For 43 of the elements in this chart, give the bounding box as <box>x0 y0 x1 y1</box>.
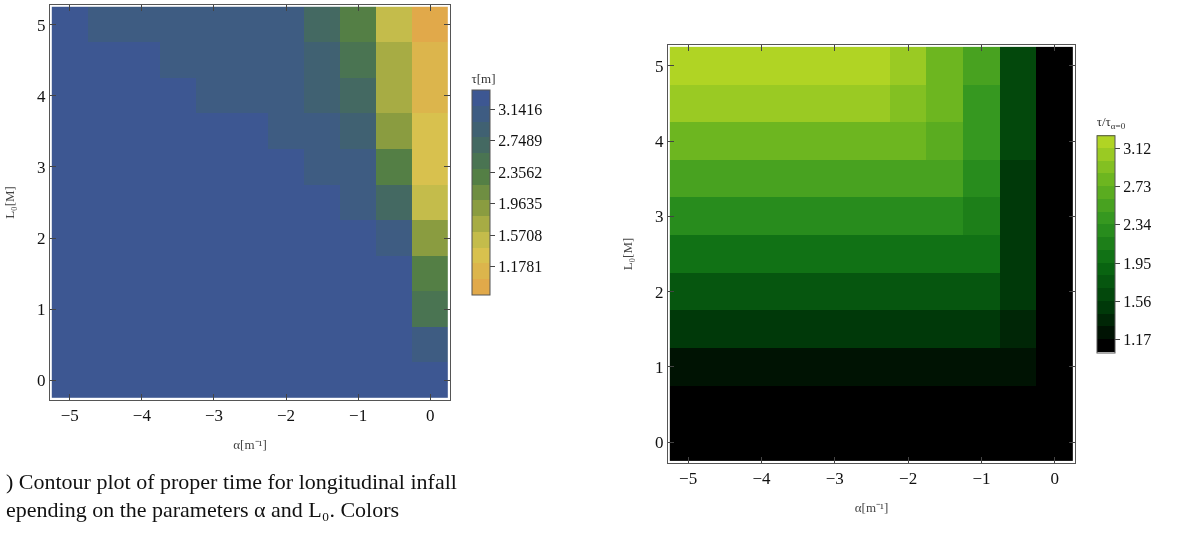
color-bar-title: τ[m] <box>471 70 496 86</box>
color-bar-label: 3.12 <box>1123 139 1152 157</box>
y-tick-label: 0 <box>655 433 664 453</box>
y-tick-label: 5 <box>37 15 46 35</box>
color-bar-label: 1.56 <box>1123 293 1152 311</box>
color-bar-label: 3.1416 <box>498 100 543 118</box>
color-bar-label: 1.5708 <box>498 226 543 244</box>
y-tick-label: 2 <box>655 282 664 302</box>
x-tick-label: −5 <box>679 469 698 489</box>
y-tick-label: 5 <box>655 56 664 76</box>
y-axis-title: L₀[M] <box>620 237 635 271</box>
x-axis-title: α[m⁻¹] <box>854 500 889 515</box>
color-bar-label: 2.3562 <box>498 163 543 181</box>
color-bar-label: 2.73 <box>1123 178 1152 196</box>
color-bar-title: τ/τ$_{α=0}$ <box>1096 113 1126 131</box>
x-tick-label: 0 <box>425 406 435 426</box>
y-tick-label: 2 <box>37 229 46 249</box>
x-tick-label: −2 <box>276 406 296 426</box>
y-axis-title: L₀[M] <box>2 186 17 219</box>
x-tick-label: 0 <box>1050 469 1060 489</box>
color-bar-label: 2.34 <box>1123 216 1152 234</box>
x-tick-label: −5 <box>60 406 79 426</box>
color-bar-label: 1.1781 <box>498 258 543 276</box>
x-axis-title: α[m⁻¹] <box>233 437 267 452</box>
x-tick-label: −2 <box>899 469 918 489</box>
x-tick-label: −3 <box>204 406 224 426</box>
y-tick-label: 4 <box>37 86 47 106</box>
x-tick-label: −4 <box>752 469 772 489</box>
x-tick-label: −4 <box>132 406 152 426</box>
color-bar-label: 1.95 <box>1123 254 1152 272</box>
y-tick-label: 1 <box>655 357 664 377</box>
text: ) Contour plot of proper time for longitudinal infall epending on the parameters α and L₀. Colors <box>6 468 458 524</box>
y-tick-label: 0 <box>37 371 46 391</box>
y-tick-label: 3 <box>655 207 664 227</box>
y-tick-label: 1 <box>37 300 46 320</box>
y-tick-label: 4 <box>655 131 665 151</box>
color-bar-label: 1.9635 <box>498 195 543 213</box>
color-bar-label: 2.7489 <box>498 132 543 150</box>
color-bar-label: 1.17 <box>1123 331 1152 349</box>
x-tick-label: −1 <box>972 469 991 489</box>
x-tick-label: −3 <box>825 469 844 489</box>
x-tick-label: −1 <box>349 406 368 426</box>
y-tick-label: 3 <box>37 157 46 177</box>
